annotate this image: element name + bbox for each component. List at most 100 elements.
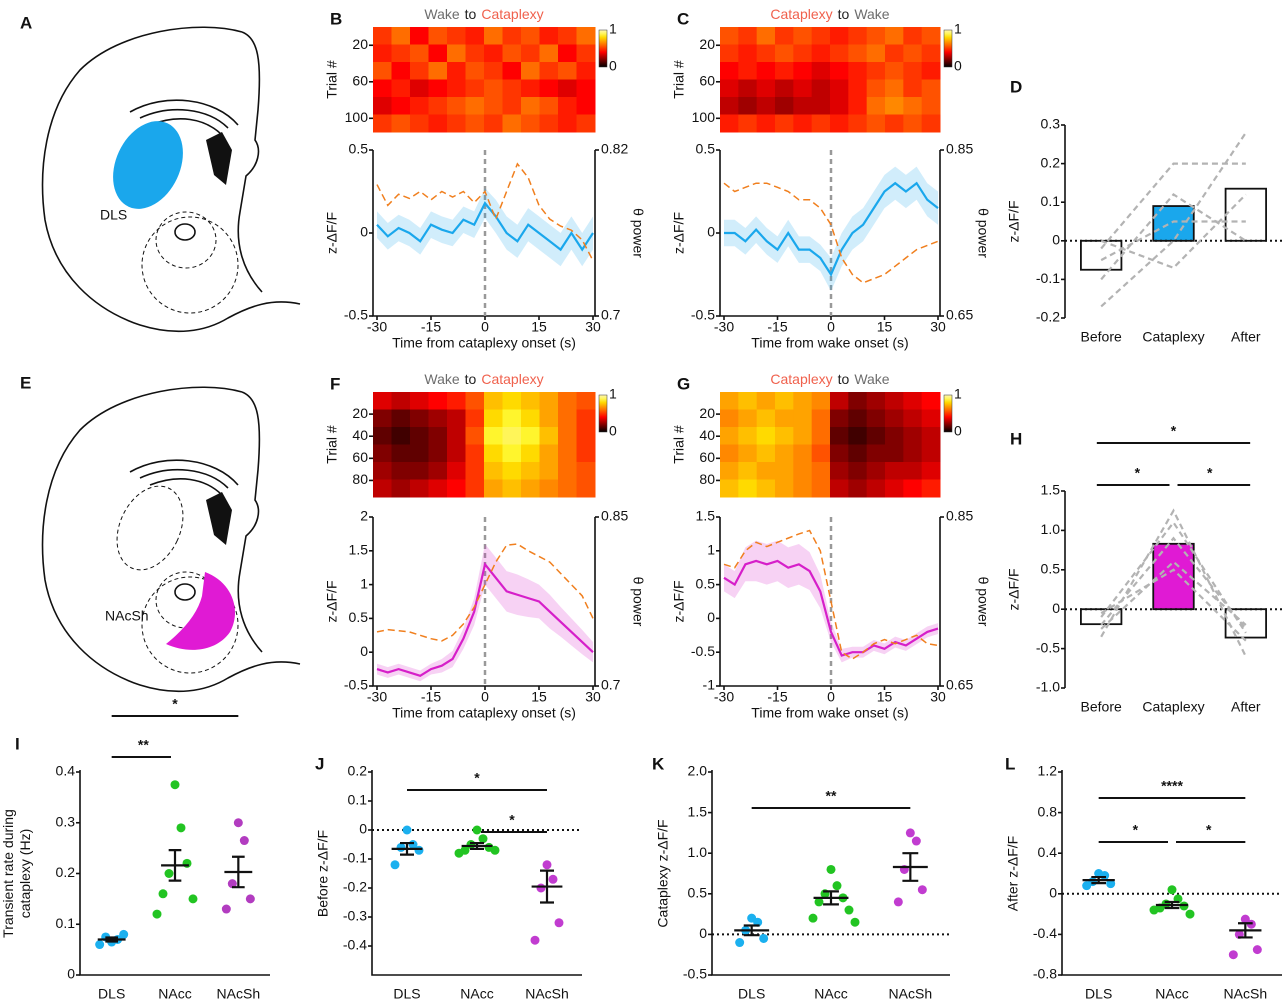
tick-label: 0.65 xyxy=(946,307,973,323)
data-point xyxy=(119,929,129,939)
panel-line: -1 -0.5 0 0.5 1 1.5 0.65 0.85 -30 -15 0 15 30 Time fr… xyxy=(671,508,992,721)
title-part: Cataplexy xyxy=(770,371,832,387)
colorbar-label: 1 xyxy=(609,21,617,37)
heat-cell xyxy=(558,114,577,133)
heat-cell xyxy=(539,392,559,410)
heat-cell xyxy=(848,27,868,45)
heat-cell xyxy=(502,79,522,98)
data-point xyxy=(911,836,921,846)
heat-cell xyxy=(756,62,776,80)
x-tick-label: Before xyxy=(1081,699,1122,715)
y-axis-label: cataplexy (Hz) xyxy=(17,829,33,918)
data-point xyxy=(917,885,927,895)
individual-line xyxy=(1100,132,1247,308)
heat-cell xyxy=(903,79,923,98)
title-part: Wake xyxy=(424,371,459,387)
heat-cell xyxy=(521,79,540,98)
heat-cell xyxy=(410,114,429,133)
sem-bar xyxy=(743,924,760,937)
heat-cell xyxy=(447,62,466,80)
heat-cell xyxy=(410,44,429,63)
heat-cell xyxy=(885,462,904,480)
panel-title: Wake to Cataplexy xyxy=(424,371,543,387)
colorbar-label: 0 xyxy=(954,423,962,439)
heat-cell xyxy=(885,392,904,410)
heat-cell xyxy=(885,44,904,63)
heat-cell xyxy=(410,427,429,445)
heat-cell xyxy=(558,479,577,498)
heat-cell xyxy=(811,79,831,98)
data-point xyxy=(814,897,824,907)
heat-cell xyxy=(465,44,485,63)
heat-cell xyxy=(373,62,392,80)
heat-cell xyxy=(866,444,886,463)
sem-bar xyxy=(1091,875,1106,885)
heat-cell xyxy=(576,444,596,463)
heat-cell xyxy=(391,392,411,410)
tick-label: 0.4 xyxy=(1038,844,1058,860)
panel-label: K xyxy=(652,754,665,773)
x-tick-label: NAcc xyxy=(1155,986,1188,1002)
heat-cell xyxy=(373,462,392,480)
heat-cell xyxy=(903,409,923,428)
heat-cell xyxy=(465,27,485,45)
data-point xyxy=(170,780,180,790)
heat-cell xyxy=(465,392,485,410)
tick-label: 0.2 xyxy=(348,763,368,779)
y2-axis-label: θ power xyxy=(630,208,646,258)
x-tick-label: Before xyxy=(1081,329,1122,345)
heat-cell xyxy=(428,44,448,63)
heat-cell xyxy=(391,27,411,45)
tick-label: 0.5 xyxy=(688,885,708,901)
heat-cell xyxy=(521,44,540,63)
heat-cell xyxy=(558,462,577,480)
panel-dot: L -0.8 -0.4 0 0.4 0.8 1.2 After z-ΔF/F DLS NAcc NA… xyxy=(1005,754,1282,1002)
panel-line: -0.5 0 0.5 0.7 0.82 -30 -15 0 15 30 Time from cata… xyxy=(324,141,647,351)
heat-cell xyxy=(720,427,739,445)
heat-cell xyxy=(921,62,941,80)
heat-cell xyxy=(775,409,794,428)
panel-label: C xyxy=(677,9,689,28)
heat-cell xyxy=(410,444,429,463)
heat-cell xyxy=(793,79,813,98)
colorbar xyxy=(598,394,608,433)
tick-label: 0.85 xyxy=(946,141,973,157)
individual-line xyxy=(1100,193,1247,270)
heat-cell xyxy=(756,44,776,63)
heat-cell xyxy=(373,392,392,410)
heat-cell xyxy=(576,427,596,445)
heat-cell xyxy=(885,409,904,428)
data-point xyxy=(233,818,243,828)
heat-cell xyxy=(738,62,758,80)
sem-bar xyxy=(400,841,414,856)
heat-cell xyxy=(921,444,941,463)
panel-dot: I 0 0.1 0.2 0.3 0.4 Transient rate during catap… xyxy=(0,696,270,1002)
heat-cell xyxy=(539,79,559,98)
tick-label: -15 xyxy=(767,689,787,705)
heat-cell xyxy=(921,427,941,445)
heat-cell xyxy=(756,114,776,133)
heat-cell xyxy=(502,409,522,428)
heat-cell xyxy=(521,409,540,428)
tick-label: 0 xyxy=(827,689,835,705)
heat-cell xyxy=(756,427,776,445)
individual-line xyxy=(1100,220,1246,262)
tick-label: 0.5 xyxy=(349,609,369,625)
heat-cell xyxy=(903,62,923,80)
tick-label: 0.85 xyxy=(946,508,973,524)
heat-cell xyxy=(447,427,466,445)
heat-cell xyxy=(830,462,849,480)
heat-cell xyxy=(775,44,794,63)
data-point xyxy=(850,917,860,927)
brain-midline xyxy=(237,391,263,653)
heat-cell xyxy=(921,479,941,498)
heat-cell xyxy=(921,97,941,115)
tick-label: 20 xyxy=(352,36,368,52)
heat-cell xyxy=(502,462,522,480)
heat-cell xyxy=(558,444,577,463)
heat-cell xyxy=(447,79,466,98)
tick-label: 30 xyxy=(585,319,601,335)
panel-label: J xyxy=(315,754,324,773)
x-axis-label: Time from cataplexy onset (s) xyxy=(392,335,576,351)
data-point xyxy=(1240,914,1250,924)
